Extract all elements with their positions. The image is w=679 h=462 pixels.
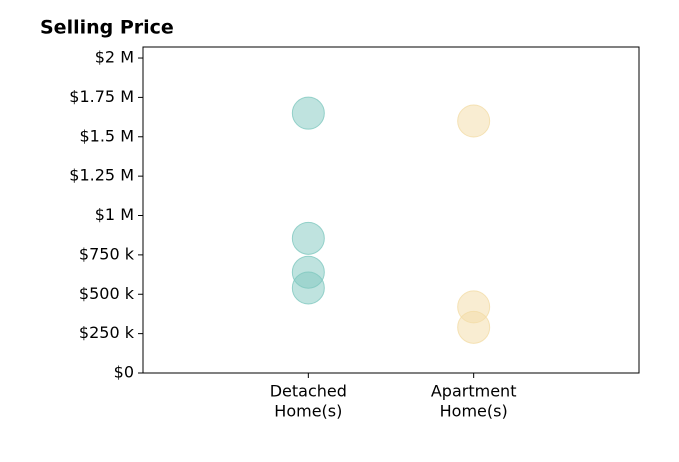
x-tick-label: Apartment xyxy=(431,382,517,401)
y-tick-label: $1.75 M xyxy=(69,87,134,106)
y-tick-label: $2 M xyxy=(95,48,134,67)
y-tick-label: $1.25 M xyxy=(69,166,134,185)
point xyxy=(457,310,491,344)
chart-title: Selling Price xyxy=(40,17,174,39)
y-tick-label: $500 k xyxy=(79,284,135,303)
x-tick-label: Detached xyxy=(270,382,347,401)
x-tick-label: Home(s) xyxy=(440,402,508,421)
y-tick-label: $250 k xyxy=(79,323,135,342)
point xyxy=(291,96,325,130)
x-tick-label: Home(s) xyxy=(274,402,342,421)
y-tick-label: $750 k xyxy=(79,244,135,263)
point xyxy=(457,104,491,138)
plot-frame xyxy=(142,46,640,374)
y-tick-label: $0 xyxy=(114,363,134,382)
y-tick-label: $1.5 M xyxy=(79,126,134,145)
y-tick-label: $1 M xyxy=(95,205,134,224)
point xyxy=(291,221,325,255)
point xyxy=(291,271,325,305)
